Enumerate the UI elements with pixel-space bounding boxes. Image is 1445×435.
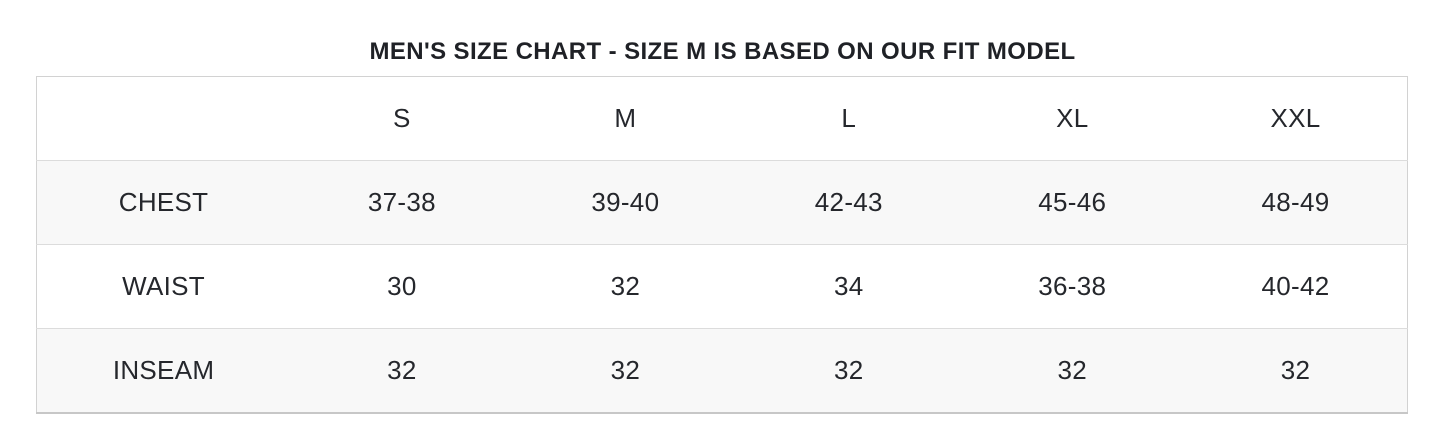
row-label-chest: CHEST — [118, 187, 209, 217]
column-header-l: L — [841, 103, 857, 133]
table-row-inseam: INSEAM 32 32 32 32 32 — [36, 328, 1408, 413]
waist-value-xl: 36-38 — [1038, 271, 1107, 301]
table-row-waist: WAIST 30 32 34 36-38 40-42 — [36, 244, 1408, 329]
waist-value-xxl: 40-42 — [1261, 271, 1330, 301]
size-chart-container: S M L XL XXL CHEST 37-38 39-40 42-43 45-… — [36, 76, 1408, 414]
chest-value-l: 42-43 — [814, 187, 883, 217]
row-label-waist: WAIST — [122, 271, 205, 301]
table-row-chest: CHEST 37-38 39-40 42-43 45-46 48-49 — [36, 160, 1408, 245]
column-header-s: S — [393, 103, 411, 133]
column-header-m: M — [614, 103, 637, 133]
row-label-inseam: INSEAM — [112, 355, 215, 385]
chest-value-xxl: 48-49 — [1261, 187, 1330, 217]
inseam-value-m: 32 — [610, 355, 641, 385]
chest-value-m: 39-40 — [591, 187, 660, 217]
waist-value-m: 32 — [610, 271, 641, 301]
waist-value-l: 34 — [834, 271, 864, 301]
inseam-value-xl: 32 — [1057, 355, 1088, 385]
size-chart-table: S M L XL XXL CHEST 37-38 39-40 42-43 45-… — [36, 76, 1408, 414]
column-header-xxl: XXL — [1270, 103, 1321, 133]
column-header-blank — [37, 77, 291, 161]
page-title: MEN'S SIZE CHART - SIZE M IS BASED ON OU… — [369, 38, 1076, 65]
waist-value-s: 30 — [387, 271, 417, 301]
column-header-xl: XL — [1056, 103, 1089, 133]
inseam-value-l: 32 — [834, 355, 864, 385]
chest-value-s: 37-38 — [367, 187, 436, 217]
inseam-value-s: 32 — [387, 355, 417, 385]
inseam-value-xxl: 32 — [1280, 355, 1311, 385]
chest-value-xl: 45-46 — [1038, 187, 1107, 217]
table-header-row: S M L XL XXL — [36, 76, 1408, 161]
